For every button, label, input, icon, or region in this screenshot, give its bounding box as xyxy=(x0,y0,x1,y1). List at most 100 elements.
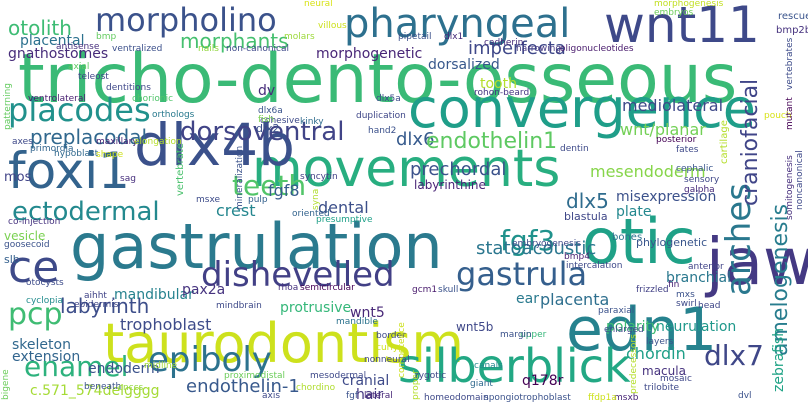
word-margin: margin xyxy=(500,330,532,340)
word-dentin: dentin xyxy=(560,144,589,154)
word-pouch: pouch xyxy=(764,111,792,121)
word-vertebrate: vertebrate xyxy=(175,143,186,196)
word-mesendoderm: mesendoderm xyxy=(590,162,706,181)
word-vesicle: vesicle xyxy=(4,229,46,243)
word-bones: bones xyxy=(612,232,643,243)
word-oriented: oriented xyxy=(292,209,330,219)
word-skull: skull xyxy=(438,285,459,295)
word-otolith: otolith xyxy=(8,16,72,40)
word-wnt11: wnt11 xyxy=(604,0,760,54)
word-msxb: msxb xyxy=(614,393,639,403)
word-cephalic: cephalic xyxy=(676,164,714,174)
word-q178r: q178r xyxy=(522,373,564,389)
word-mosaic: mosaic xyxy=(660,374,692,384)
word-ectodermal: ectodermal xyxy=(12,197,160,227)
word-pcp: pcp xyxy=(8,297,63,332)
word-dv: dv xyxy=(258,83,276,99)
word-kinky: kinky xyxy=(300,117,324,127)
word-morphants: morphants xyxy=(180,29,289,53)
word-enamel: enamel xyxy=(24,350,129,383)
word-gastrulation: gastrulation xyxy=(70,210,443,283)
word-competence: competence xyxy=(397,322,407,378)
word-giant: giant xyxy=(470,379,493,389)
word-cohesive: cohesive xyxy=(260,116,300,126)
word-statoacoustic: statoacoustic xyxy=(476,238,597,259)
word-dlx7: dlx7 xyxy=(704,339,764,372)
word-trilobite: trilobite xyxy=(644,383,680,393)
word-fates: fates xyxy=(676,145,699,155)
word-cyclopia: cyclopia xyxy=(26,296,63,306)
word-epidermis: epidermis xyxy=(74,300,119,310)
word-gastrula: gastrula xyxy=(456,255,588,293)
word-otic: otic xyxy=(582,205,696,278)
word-noncanonical: noncanonical xyxy=(795,150,805,210)
word-ffdp1a: ffdp1a xyxy=(588,393,617,403)
word-extension: extension xyxy=(12,349,81,365)
word-axial: axial xyxy=(68,62,90,72)
word-fgf: fgf xyxy=(346,391,359,401)
word-embryogenesis: embryogenesis xyxy=(512,239,581,249)
word-ventrolateral: ventrolateral xyxy=(28,94,86,104)
word-bigene: bigene xyxy=(1,369,11,400)
word-axis: axis xyxy=(262,391,281,401)
word-oligonucleotides: oligonucleotides xyxy=(560,44,634,54)
word-pax2a: pax2a xyxy=(182,282,226,298)
word-bmp: bmp xyxy=(96,32,117,42)
word-dental: dental xyxy=(318,198,369,217)
word-taurodontism: taurodontism xyxy=(103,312,464,375)
word-misexpression: misexpression xyxy=(616,189,717,205)
word-orthologs: orthologs xyxy=(152,110,195,120)
word-somitogenesis: somitogenesis xyxy=(785,155,795,220)
word-presumptive: presumptive xyxy=(316,215,373,225)
word-epiboly: epiboly xyxy=(148,340,272,380)
word-polarity: polarity xyxy=(606,319,660,335)
word-teleost: teleost xyxy=(78,72,109,82)
word-cnccs: cnccs xyxy=(118,383,144,393)
word-bmp4: bmp4 xyxy=(564,252,590,262)
word-convergence: convergence xyxy=(408,77,757,140)
word-ventralized: ventralized xyxy=(112,44,163,54)
word-frizzled: frizzled xyxy=(636,285,669,295)
word-upper: upper xyxy=(520,330,547,340)
word-embryos: embryos xyxy=(654,8,694,18)
word-goosecoid: goosecoid xyxy=(4,240,50,250)
word-predecessors: predecessors xyxy=(629,334,639,394)
word-cadherin: cadherin xyxy=(484,38,524,48)
word-chordino: chordino xyxy=(296,383,336,393)
word-semicircular: semicircular xyxy=(300,283,355,293)
word-morphogenetic: morphogenetic xyxy=(316,46,423,62)
word-fgf8: fgf8 xyxy=(268,181,300,200)
word-syna: syna xyxy=(311,188,321,210)
word-teeth: teeth xyxy=(232,169,307,202)
word-non-canonical: non-canonical xyxy=(226,44,290,54)
word-swirl: swirl xyxy=(676,299,697,309)
word-mandibular: mandibular xyxy=(114,287,194,303)
word-pipetail: pipetail xyxy=(398,32,432,42)
word-dvl: dvl xyxy=(738,391,752,401)
word-proper: proper xyxy=(411,370,421,400)
word-phylogenetic: phylogenetic xyxy=(636,236,708,249)
word-rescue: rescue xyxy=(778,11,808,22)
word-protrusive: protrusive xyxy=(280,300,352,316)
word-vertebrates: vertebrates xyxy=(785,37,795,90)
word-foxi1: foxi1 xyxy=(8,142,130,200)
word-primordia: primordia xyxy=(30,144,74,154)
word-labyrinth: labyrinth xyxy=(60,294,150,318)
word-slb: slb xyxy=(4,253,20,266)
word-midline: midline xyxy=(144,361,178,371)
word-dlx5: dlx5 xyxy=(566,189,609,213)
word-dlx6: dlx6 xyxy=(396,129,435,150)
word-rhoa: rhoa xyxy=(278,283,299,293)
word-gnathostomes: gnathostomes xyxy=(8,46,109,62)
word-anterior: anterior xyxy=(688,262,724,272)
word-dlx2: dlx2 xyxy=(256,122,280,135)
word-maxillary: maxillary xyxy=(96,137,138,147)
word-pulp: pulp xyxy=(248,195,268,205)
word-villous: villous xyxy=(318,21,347,31)
word-neurulation: neurulation xyxy=(656,319,737,335)
word-mandible: mandible xyxy=(336,317,378,327)
word-layers: layers xyxy=(646,337,674,347)
word-galpha: galpha xyxy=(684,185,715,195)
word-dlx4b: dlx4b xyxy=(134,111,295,179)
word-canals: canals xyxy=(474,361,503,371)
